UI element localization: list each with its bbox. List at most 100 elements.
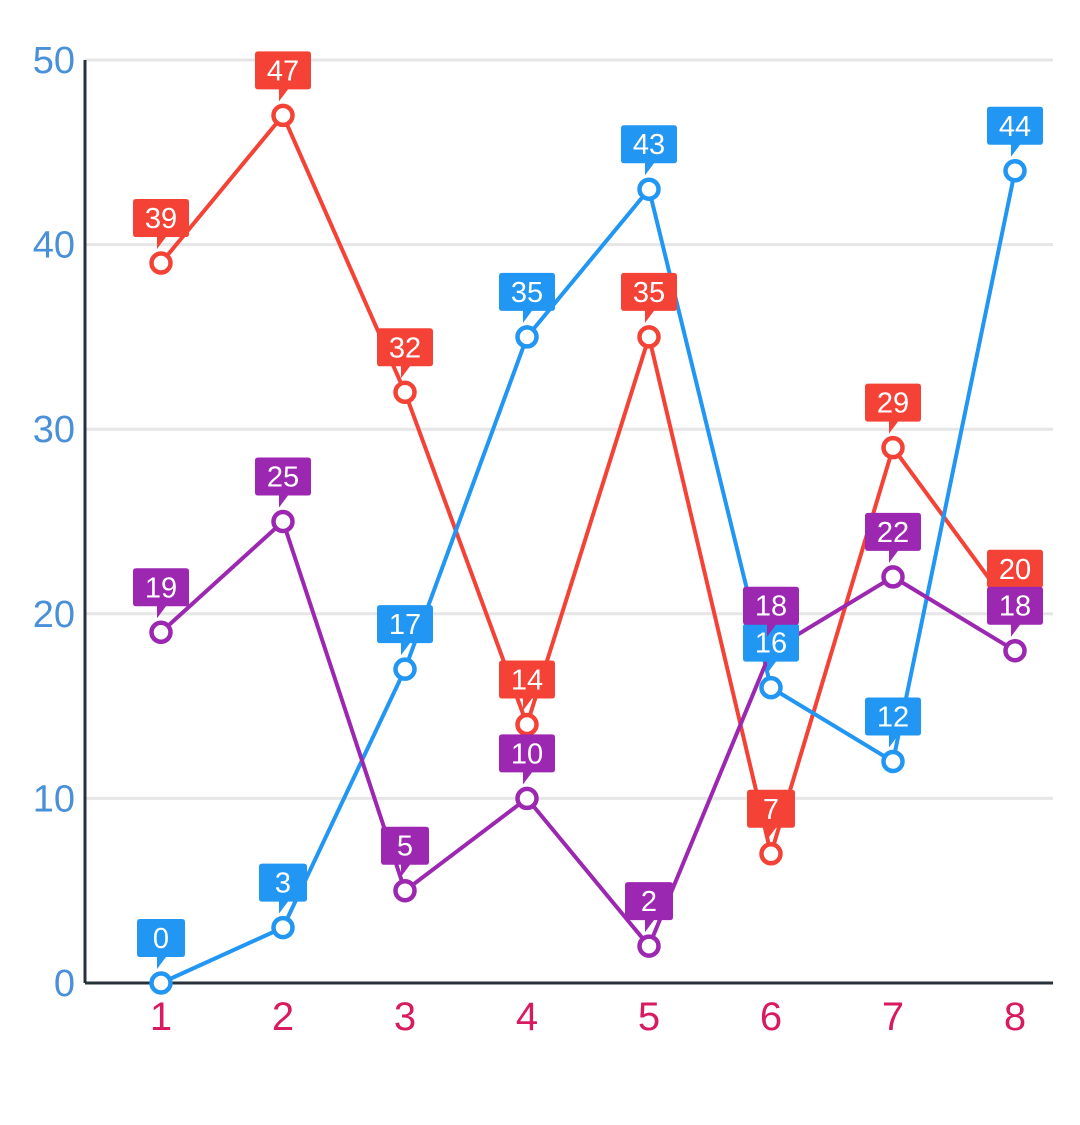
data-label-text: 10 [511, 738, 543, 770]
data-label-bubble [865, 383, 921, 434]
data-label: 35 [621, 272, 677, 323]
data-point [515, 712, 539, 737]
data-label: 18 [743, 586, 799, 637]
y-tick-label: 50 [33, 40, 75, 82]
data-label-bubble [865, 512, 921, 563]
data-label-text: 25 [267, 462, 299, 494]
x-tick-label: 4 [516, 995, 538, 1039]
data-label-text: 39 [145, 203, 177, 235]
data-label-bubble [377, 328, 433, 379]
data-label-text: 29 [877, 388, 909, 420]
data-point [637, 934, 661, 958]
series-line-3 [159, 519, 1017, 949]
data-label-text: 22 [877, 517, 909, 549]
data-point [271, 103, 295, 128]
data-label: 12 [865, 697, 921, 748]
data-label-bubble [621, 125, 677, 176]
data-point [149, 251, 173, 275]
data-point [881, 435, 905, 460]
data-label: 39 [133, 199, 189, 250]
data-point [759, 675, 783, 700]
data-label-bubble [255, 457, 311, 508]
data-label-bubble [381, 826, 429, 877]
data-point [637, 325, 661, 349]
data-label-text: 17 [389, 609, 421, 641]
data-label-text: 3 [275, 868, 291, 900]
data-label-bubble [255, 51, 311, 102]
data-point [271, 509, 295, 534]
data-label-bubble [625, 882, 673, 933]
y-tick-label: 10 [33, 778, 75, 820]
data-point [881, 749, 905, 774]
axes [83, 60, 1053, 985]
data-label: 7 [747, 789, 795, 840]
data-point [637, 177, 661, 201]
data-label-text: 12 [877, 701, 909, 733]
data-point [393, 657, 417, 681]
data-label-text: 18 [999, 591, 1031, 623]
data-label-text: 14 [511, 665, 543, 697]
data-label: 5 [381, 826, 429, 877]
data-label: 16 [743, 623, 799, 674]
data-point [149, 620, 173, 645]
data-label: 44 [987, 106, 1043, 157]
data-label-bubble [499, 272, 555, 323]
data-label-bubble [133, 199, 189, 250]
x-tick-label: 7 [882, 995, 904, 1039]
grid-lines [85, 58, 1053, 800]
data-label-bubble [137, 919, 185, 969]
data-label: 18 [987, 586, 1043, 637]
x-tick-label: 3 [394, 995, 416, 1039]
data-point [515, 786, 539, 811]
data-labels: 39 47 32 14 35 7 29 20 0 3 17 35 43 16 12 44 19 25 5 10 2 18 2… [133, 51, 1043, 969]
data-point [759, 842, 783, 866]
data-label-text: 43 [633, 129, 665, 161]
data-label: 29 [865, 383, 921, 434]
data-label-text: 0 [153, 923, 169, 955]
data-point [393, 878, 417, 903]
data-label-text: 5 [397, 831, 413, 863]
y-tick-label: 30 [33, 409, 75, 451]
data-point [1003, 159, 1027, 183]
data-label: 43 [621, 125, 677, 176]
x-tick-label: 8 [1004, 995, 1026, 1039]
data-label: 17 [377, 605, 433, 656]
data-label: 25 [255, 457, 311, 508]
data-label-text: 20 [999, 554, 1031, 586]
data-label-bubble [133, 568, 189, 619]
data-label: 47 [255, 51, 311, 102]
data-label: 3 [259, 863, 307, 914]
y-tick-label: 0 [54, 963, 75, 1005]
data-point [1003, 638, 1027, 663]
data-label-text: 18 [755, 591, 787, 623]
data-point [393, 380, 417, 405]
data-label-bubble [621, 272, 677, 323]
data-label-bubble [987, 106, 1043, 157]
data-label-bubble [865, 697, 921, 748]
x-tick-label: 5 [638, 995, 660, 1039]
data-label-text: 7 [763, 794, 779, 826]
data-label-text: 16 [755, 628, 787, 660]
data-label-bubble [987, 586, 1043, 637]
data-label: 14 [499, 660, 555, 711]
data-label-text: 32 [389, 332, 421, 364]
data-label-text: 2 [641, 886, 657, 918]
data-label: 35 [499, 272, 555, 323]
data-label: 0 [137, 919, 185, 969]
data-label: 22 [865, 512, 921, 563]
x-tick-label: 2 [272, 995, 294, 1039]
data-label-bubble [743, 586, 799, 637]
data-label-bubble [377, 605, 433, 656]
data-label: 2 [625, 882, 673, 933]
data-label-text: 35 [633, 277, 665, 309]
x-tick-label: 1 [150, 995, 172, 1039]
data-label-bubble [743, 623, 799, 674]
data-label: 10 [499, 734, 555, 785]
data-point [271, 915, 295, 940]
y-tick-label: 40 [33, 225, 75, 267]
data-label-bubble [259, 863, 307, 914]
y-tick-label: 20 [33, 594, 75, 636]
data-label-bubble [499, 734, 555, 785]
